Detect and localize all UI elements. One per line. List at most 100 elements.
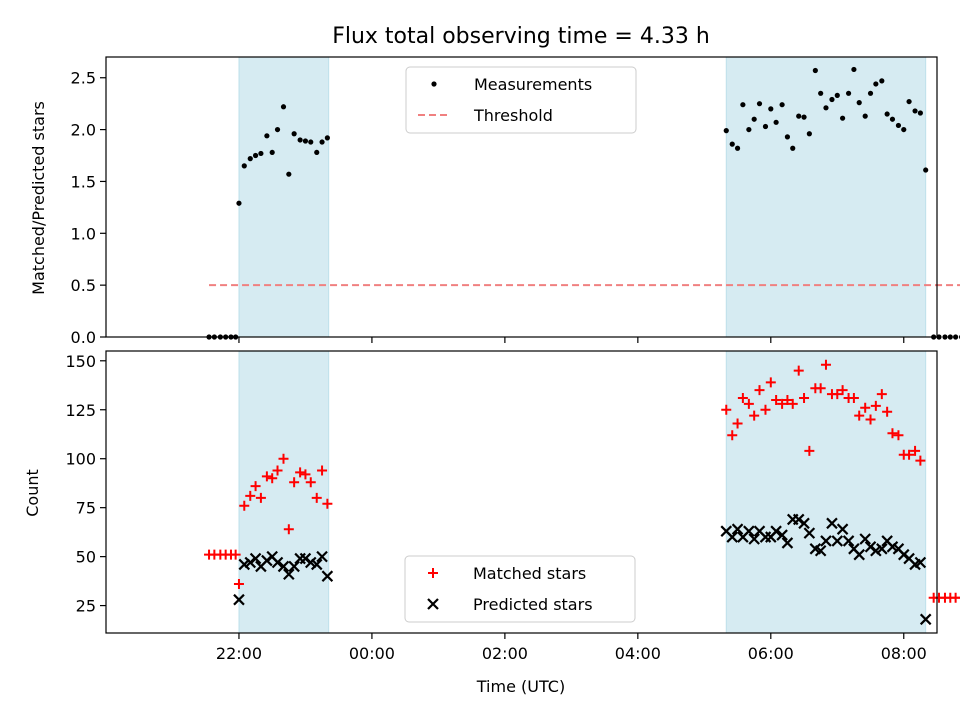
top-measurements-point-53 xyxy=(889,116,896,122)
bottom-predicted-stars-point-8 xyxy=(277,560,290,573)
bottom-predicted-stars-point-42 xyxy=(859,533,871,545)
bottom-matched-stars-point-20 xyxy=(311,492,322,503)
top-measurements-point-32 xyxy=(773,119,779,125)
bottom-matched-stars-point-27 xyxy=(743,398,754,409)
top-measurements-point-30 xyxy=(762,123,769,130)
bottom-x-tick-label-5: 08:00 xyxy=(881,644,927,663)
bottom-matched-stars-point-48 xyxy=(860,402,871,413)
bottom-predicted-stars-point-39 xyxy=(842,535,855,547)
bottom-predicted-stars-point-31 xyxy=(798,517,810,530)
bottom-matched-stars-point-41 xyxy=(820,359,831,370)
bottom-x-tick-label-1: 00:00 xyxy=(349,644,395,663)
top-measurements-point-52 xyxy=(884,111,890,117)
top-measurements-point-20 xyxy=(314,149,320,156)
top-measurements-point-14 xyxy=(280,104,287,110)
bottom-matched-stars-point-15 xyxy=(283,524,294,535)
top-measurements-point-22 xyxy=(324,135,330,141)
bottom-matched-stars-point-31 xyxy=(765,377,776,388)
bottom-matched-stars-point-33 xyxy=(777,398,788,409)
top-measurements-point-11 xyxy=(264,133,270,139)
top-measurements-point-42 xyxy=(829,96,835,103)
top-measurements-point-19 xyxy=(308,139,314,145)
bottom-legend-handle-0 xyxy=(428,568,438,578)
bottom-x-tick-label-3: 04:00 xyxy=(615,644,661,663)
bottom-matched-stars-point-13 xyxy=(272,465,283,476)
bottom-matched-stars-point-56 xyxy=(904,449,915,460)
bottom-matched-stars-point-24 xyxy=(727,430,738,441)
top-measurements-point-6 xyxy=(236,200,242,206)
top-panel: 0.0 0.5 1.0 1.5 2.0 2.5 Measurements Threshold xyxy=(71,56,960,347)
bottom-matched-stars-point-38 xyxy=(804,445,815,456)
bottom-matched-stars-point-64 xyxy=(956,596,960,599)
top-axes-frame xyxy=(105,56,938,338)
top-measurements-point-41 xyxy=(823,105,829,111)
bottom-matched-stars-point-49 xyxy=(865,414,876,425)
bottom-predicted-stars-point-10 xyxy=(288,560,300,573)
top-y-tick-label-2: 1.0 xyxy=(71,224,96,243)
bottom-matched-stars-point-26 xyxy=(737,393,748,403)
top-measurements-point-13 xyxy=(274,126,281,133)
bottom-matched-stars-point-51 xyxy=(876,389,887,400)
bottom-observing-window-1 xyxy=(725,350,927,634)
top-legend-box xyxy=(405,66,637,134)
bottom-predicted-stars-point-37 xyxy=(831,535,844,547)
top-legend: Measurements Threshold xyxy=(405,66,637,134)
top-measurements-point-47 xyxy=(856,100,862,106)
bottom-predicted-stars-point-27 xyxy=(776,529,788,541)
bottom-matched-stars-point-43 xyxy=(832,389,843,400)
top-measurements-point-39 xyxy=(812,67,818,74)
bottom-matched-stars-point-29 xyxy=(754,385,765,396)
bottom-legend: Matched stars Predicted stars xyxy=(404,555,636,623)
bottom-predicted-stars-point-36 xyxy=(826,517,838,530)
bottom-matched-stars-point-22 xyxy=(322,498,333,509)
top-legend-label-0: Measurements xyxy=(474,75,592,94)
top-measurements-point-34 xyxy=(784,134,791,140)
bottom-legend-label-1: Predicted stars xyxy=(473,595,593,614)
bottom-matched-stars-point-54 xyxy=(893,430,904,441)
bottom-matched-stars-point-30 xyxy=(760,404,771,415)
top-measurements-point-8 xyxy=(247,156,253,162)
bottom-predicted-stars-point-18 xyxy=(726,531,739,543)
bottom-predicted-stars-point-3 xyxy=(249,552,262,565)
bottom-matched-stars-point-50 xyxy=(870,400,881,411)
bottom-y-tick-label-4: 125 xyxy=(65,401,96,420)
x-axis-label: Time (UTC) xyxy=(476,677,565,696)
bottom-matched-stars-point-23 xyxy=(721,404,732,415)
bottom-y-tick-label-3: 100 xyxy=(65,450,96,469)
top-measurements-point-17 xyxy=(297,137,303,143)
bottom-predicted-stars-point-14 xyxy=(310,558,323,571)
bottom-predicted-stars-point-38 xyxy=(836,523,849,535)
top-measurements-point-51 xyxy=(879,78,885,84)
bottom-predicted-stars-point-21 xyxy=(743,525,755,537)
bottom-matched-stars-point-53 xyxy=(887,428,898,439)
bottom-matched-stars-point-18 xyxy=(300,469,311,480)
top-measurements-point-48 xyxy=(862,113,868,119)
top-measurements-point-36 xyxy=(796,113,802,119)
top-measurements-point-25 xyxy=(734,145,741,151)
top-measurements-point-46 xyxy=(851,66,857,73)
top-y-tick-label-0: 0.0 xyxy=(71,328,96,347)
bottom-y-axis-label: Count xyxy=(23,469,42,517)
top-measurements-point-62 xyxy=(942,334,948,340)
bottom-predicted-stars-point-19 xyxy=(731,523,744,535)
bottom-matched-stars-point-46 xyxy=(848,393,859,403)
bottom-predicted-stars-point-0 xyxy=(233,593,245,606)
top-measurements-point-37 xyxy=(801,114,807,120)
bottom-y-tick-label-5: 150 xyxy=(65,352,96,371)
chart-title: Flux total observing time = 4.33 h xyxy=(332,24,710,49)
bottom-matched-stars-point-58 xyxy=(915,455,926,466)
bottom-matched-stars-point-7 xyxy=(239,500,250,511)
bottom-x-tick-label-0: 22:00 xyxy=(216,644,262,663)
top-measurements-point-10 xyxy=(258,150,264,157)
top-measurements-point-57 xyxy=(912,108,918,114)
top-y-tick-label-1: 0.5 xyxy=(71,276,96,295)
bottom-predicted-stars-point-41 xyxy=(853,548,865,561)
top-measurements-point-21 xyxy=(319,139,325,145)
bottom-matched-stars-point-5 xyxy=(230,549,241,560)
top-measurements-point-26 xyxy=(740,102,746,108)
bottom-matched-stars-point-32 xyxy=(771,394,782,405)
bottom-predicted-stars-point-35 xyxy=(820,535,832,547)
top-legend-label-1: Threshold xyxy=(473,106,553,125)
top-measurements-point-44 xyxy=(839,115,846,121)
